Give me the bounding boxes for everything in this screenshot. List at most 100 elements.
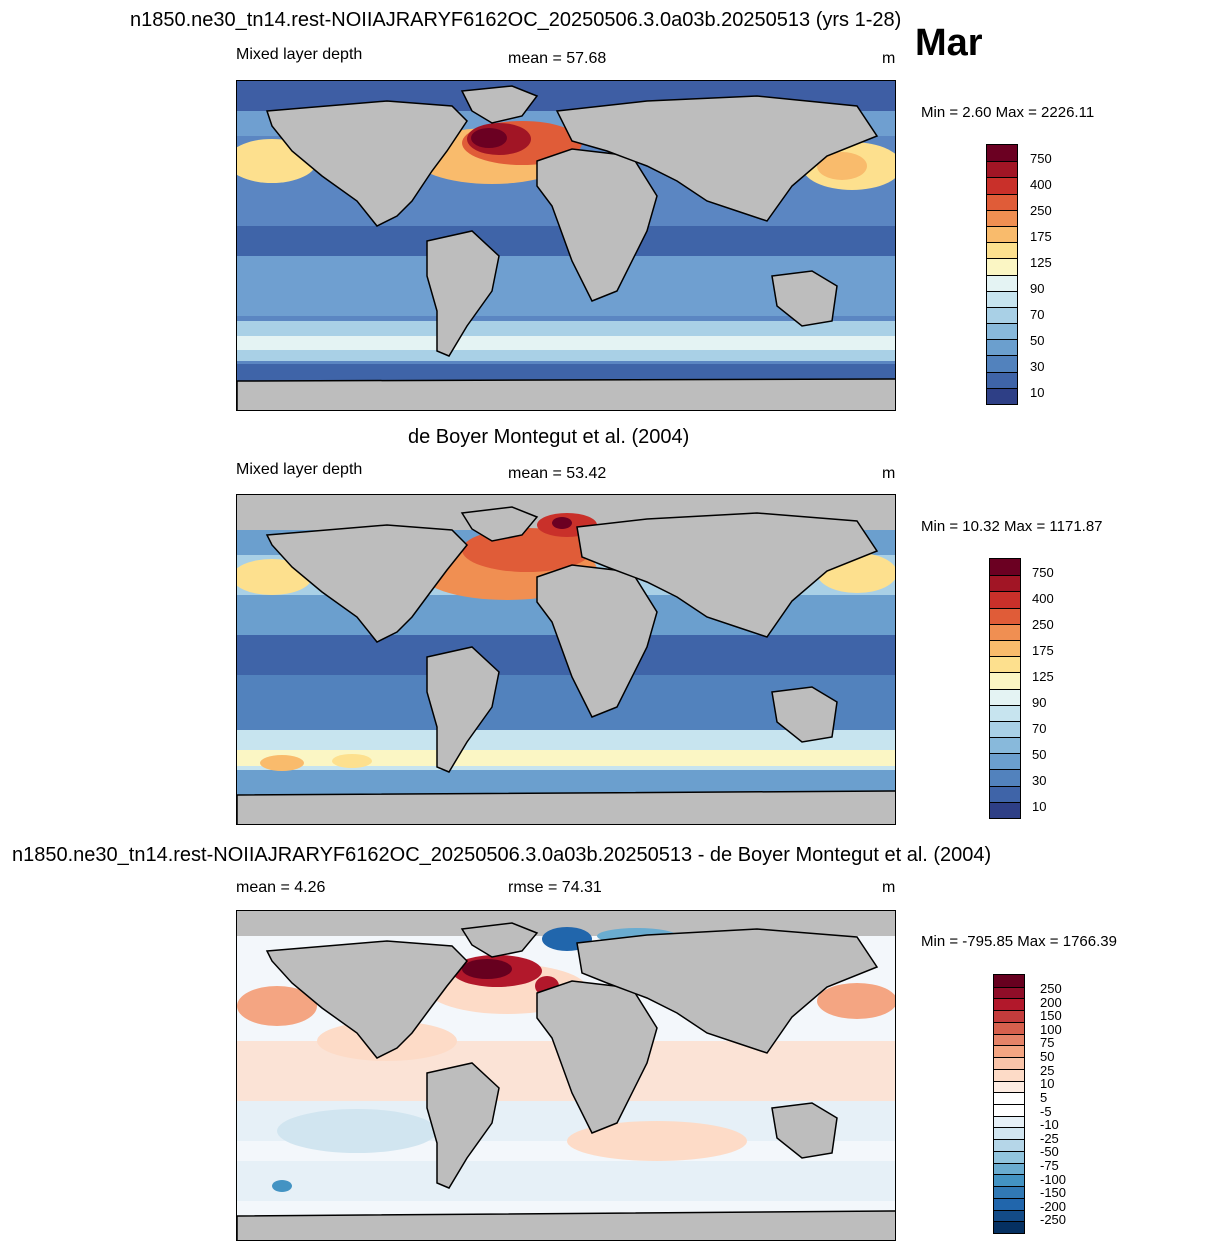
panel1-colorbar-swatch-13: [987, 355, 1017, 372]
panel2-mean-label: mean = 53.42: [508, 465, 607, 482]
panel3-cb-label-7: 10: [1040, 1076, 1055, 1091]
panel3-map-svg: [237, 911, 895, 1240]
panel2-cb-label-7: 50: [1032, 747, 1047, 762]
panel1-cb-label-0: 750: [1030, 151, 1052, 166]
panel2-cb-label-6: 70: [1032, 721, 1047, 736]
panel2-colorbar-swatch-15: [990, 801, 1020, 818]
panel3-colorbar-swatch-12: [994, 1115, 1024, 1128]
panel3-cb-label-3: 100: [1040, 1022, 1062, 1037]
panel2-colorbar-swatch-3: [990, 607, 1020, 624]
panel2-colorbar-swatch-14: [990, 785, 1020, 802]
panel3-cb-label-8: 5: [1040, 1090, 1048, 1105]
panel1-cb-label-7: 50: [1030, 333, 1045, 348]
panel2-cb-label-1: 400: [1032, 591, 1054, 606]
panel3-units-label: m: [882, 879, 896, 896]
figure-title: n1850.ne30_tn14.rest-NOIIAJRARYF6162OC_2…: [130, 9, 902, 31]
panel1-colorbar-swatch-2: [987, 177, 1017, 194]
panel2-colorbar-swatch-9: [990, 704, 1020, 721]
panel3-colorbar-swatch-17: [994, 1174, 1024, 1187]
panel2-colorbar-swatch-13: [990, 769, 1020, 786]
month-label: Mar: [915, 22, 983, 64]
panel3-title: n1850.ne30_tn14.rest-NOIIAJRARYF6162OC_2…: [12, 844, 992, 866]
panel3-colorbar-swatch-16: [994, 1162, 1024, 1175]
panel3-colorbar-swatch-8: [994, 1068, 1024, 1081]
panel2-cb-label-4: 125: [1032, 669, 1054, 684]
panel3-colorbar-swatch-21: [994, 1221, 1024, 1233]
panel3-mean-label: mean = 4.26: [236, 879, 326, 896]
panel2-cb-label-9: 10: [1032, 799, 1047, 814]
panel3-colorbar-swatch-20: [994, 1209, 1024, 1222]
panel3-colorbar-swatch-6: [994, 1045, 1024, 1058]
panel3-colorbar-swatch-2: [994, 998, 1024, 1011]
panel1-colorbar-swatch-14: [987, 371, 1017, 388]
panel1-colorbar-swatch-15: [987, 387, 1017, 404]
panel1-cb-label-6: 70: [1030, 307, 1045, 322]
panel2-cb-label-3: 175: [1032, 643, 1054, 658]
panel3-cb-label-2: 150: [1040, 1008, 1062, 1023]
panel2-colorbar-swatch-8: [990, 688, 1020, 705]
panel1-colorbar-swatch-8: [987, 274, 1017, 291]
panel3-colorbar-swatch-10: [994, 1092, 1024, 1104]
panel2-colorbar-swatch-1: [990, 575, 1020, 592]
panel3-colorbar-swatch-18: [994, 1186, 1024, 1198]
panel1-units-label: m: [882, 50, 896, 67]
panel2-minmax-label: Min = 10.32 Max = 1171.87: [921, 518, 1103, 535]
panel1-map: [236, 80, 896, 411]
panel1-cb-label-1: 400: [1030, 177, 1052, 192]
panel2-colorbar-swatch-7: [990, 672, 1020, 689]
panel1-colorbar-swatch-11: [987, 323, 1017, 340]
panel3-cb-label-15: -150: [1040, 1185, 1067, 1200]
panel3-colorbar-swatch-14: [994, 1139, 1024, 1151]
panel3-cb-label-0: 250: [1040, 981, 1062, 996]
panel2-colorbar-swatch-12: [990, 753, 1020, 770]
panel3-cb-label-5: 50: [1040, 1049, 1055, 1064]
panel3-colorbar-swatch-3: [994, 1010, 1024, 1022]
panel1-colorbar-swatch-5: [987, 225, 1017, 243]
panel2-variable-label: Mixed layer depth: [236, 461, 363, 478]
panel3-cb-label-10: -10: [1040, 1117, 1059, 1132]
panel1-colorbar-swatch-6: [987, 242, 1017, 259]
panel3-cb-label-4: 75: [1040, 1035, 1055, 1050]
panel1-colorbar-swatch-7: [987, 258, 1017, 275]
panel1-cb-label-3: 175: [1030, 229, 1052, 244]
panel3-colorbar-swatch-7: [994, 1057, 1024, 1069]
panel3-colorbar-swatch-13: [994, 1127, 1024, 1140]
panel2-colorbar-swatch-5: [990, 639, 1020, 657]
panel3-rmse-label: rmse = 74.31: [508, 879, 602, 896]
panel2-cb-label-2: 250: [1032, 617, 1054, 632]
panel3-colorbar: [993, 974, 1025, 1234]
panel3-colorbar-swatch-9: [994, 1080, 1024, 1093]
panel1-cb-label-4: 125: [1030, 255, 1052, 270]
panel3-cb-label-9: -5: [1040, 1104, 1052, 1119]
panel3-colorbar-swatch-19: [994, 1197, 1024, 1210]
panel1-colorbar-swatch-3: [987, 193, 1017, 210]
panel2-colorbar-swatch-4: [990, 623, 1020, 640]
panel3-map: [236, 910, 896, 1241]
panel3-colorbar-swatch-15: [994, 1150, 1024, 1163]
panel3-cb-label-16: -200: [1040, 1199, 1067, 1214]
panel2-colorbar-swatch-0: [990, 559, 1020, 576]
panel3-colorbar-swatch-11: [994, 1104, 1024, 1116]
panel1-cb-label-9: 10: [1030, 385, 1045, 400]
panel3-cb-label-6: 25: [1040, 1063, 1055, 1078]
panel3-colorbar-swatch-0: [994, 975, 1024, 987]
panel2-title: de Boyer Montegut et al. (2004): [408, 426, 690, 448]
panel3-cb-label-13: -75: [1040, 1158, 1059, 1173]
panel1-colorbar-swatch-9: [987, 290, 1017, 307]
panel2-cb-label-8: 30: [1032, 773, 1047, 788]
panel2-colorbar: [989, 558, 1021, 819]
panel3-cb-label-1: 200: [1040, 995, 1062, 1010]
panel1-colorbar-swatch-10: [987, 306, 1017, 324]
panel2-map-svg: [237, 495, 895, 824]
panel1-cb-label-2: 250: [1030, 203, 1052, 218]
panel2-colorbar-swatch-6: [990, 656, 1020, 673]
panel1-colorbar-swatch-1: [987, 161, 1017, 178]
panel2-units-label: m: [882, 465, 896, 482]
panel1-mean-label: mean = 57.68: [508, 50, 607, 67]
panel3-cb-label-14: -100: [1040, 1172, 1067, 1187]
panel3-cb-label-12: -50: [1040, 1144, 1059, 1159]
panel2-colorbar-swatch-2: [990, 591, 1020, 608]
panel3-colorbar-swatch-4: [994, 1021, 1024, 1034]
panel1-variable-label: Mixed layer depth: [236, 46, 363, 63]
panel2-colorbar-swatch-10: [990, 720, 1020, 738]
